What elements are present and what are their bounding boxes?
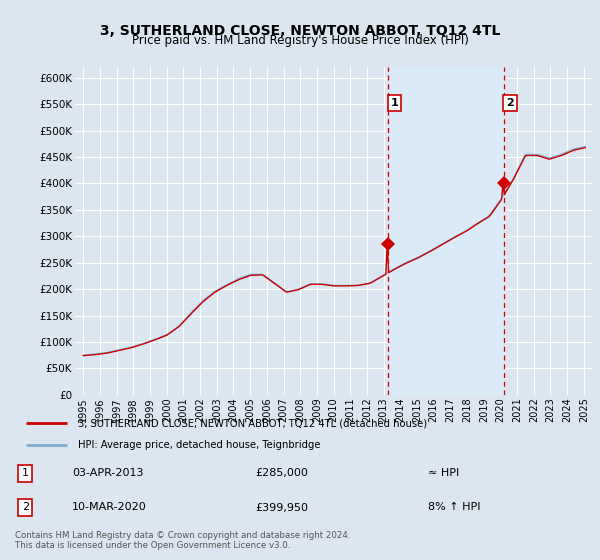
Text: 2: 2 (506, 98, 514, 108)
Text: £285,000: £285,000 (256, 468, 308, 478)
Text: 3, SUTHERLAND CLOSE, NEWTON ABBOT, TQ12 4TL: 3, SUTHERLAND CLOSE, NEWTON ABBOT, TQ12 … (100, 24, 500, 38)
Text: Contains HM Land Registry data © Crown copyright and database right 2024.
This d: Contains HM Land Registry data © Crown c… (15, 531, 350, 550)
Text: 8% ↑ HPI: 8% ↑ HPI (428, 502, 480, 512)
Text: Price paid vs. HM Land Registry's House Price Index (HPI): Price paid vs. HM Land Registry's House … (131, 34, 469, 48)
Text: 10-MAR-2020: 10-MAR-2020 (73, 502, 147, 512)
Text: 1: 1 (391, 98, 398, 108)
Text: 3, SUTHERLAND CLOSE, NEWTON ABBOT, TQ12 4TL (detached house): 3, SUTHERLAND CLOSE, NEWTON ABBOT, TQ12 … (78, 418, 427, 428)
Text: 2: 2 (22, 502, 29, 512)
Bar (388, 67, 503, 395)
Text: £399,950: £399,950 (256, 502, 308, 512)
Text: ≈ HPI: ≈ HPI (428, 468, 459, 478)
Text: HPI: Average price, detached house, Teignbridge: HPI: Average price, detached house, Teig… (78, 440, 320, 450)
Text: 1: 1 (22, 468, 29, 478)
Text: 03-APR-2013: 03-APR-2013 (73, 468, 144, 478)
